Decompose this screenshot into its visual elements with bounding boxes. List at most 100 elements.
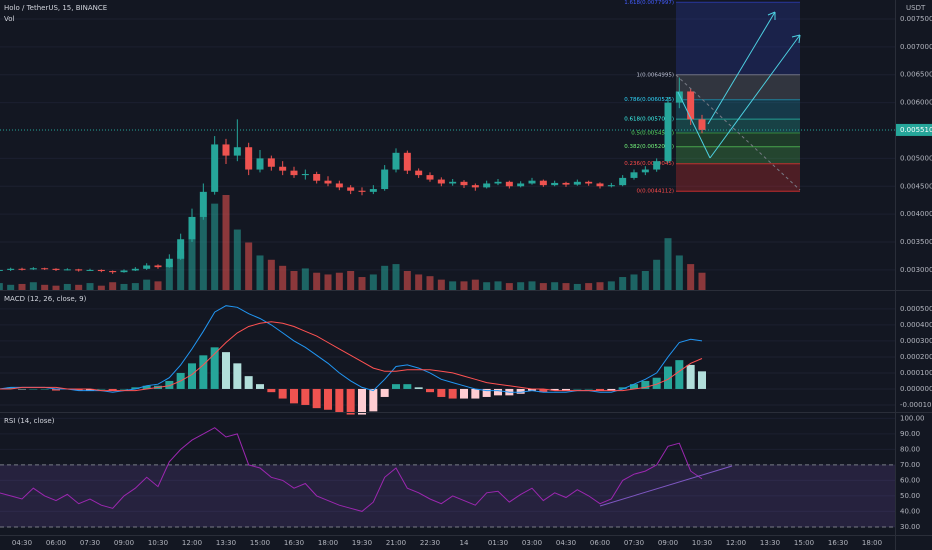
- candle-body: [437, 179, 445, 184]
- volume-bar: [517, 282, 525, 290]
- arrow-head: [767, 11, 776, 20]
- macd-histogram-bar: [74, 388, 83, 391]
- macd-histogram-bar: [18, 388, 26, 390]
- macd-histogram-bar: [562, 388, 570, 391]
- volume-bar: [596, 282, 604, 290]
- macd-histogram-bar: [233, 363, 242, 389]
- volume-label: Vol: [4, 15, 15, 23]
- candle-body: [86, 269, 94, 271]
- volume-bar: [154, 281, 162, 290]
- macd-histogram-bar: [426, 388, 434, 393]
- volume-bar: [52, 285, 60, 290]
- fib-label: 0.236(0.0049045): [624, 161, 674, 167]
- candle-body: [222, 144, 230, 156]
- volume-bar: [279, 265, 287, 290]
- candle-body: [551, 182, 559, 186]
- candle-body: [539, 180, 547, 186]
- macd-histogram-bar: [324, 388, 332, 410]
- symbol-title[interactable]: Holo / TetherUS, 15, BINANCE: [4, 4, 107, 12]
- volume-bar: [188, 238, 196, 290]
- volume-bar: [256, 255, 264, 290]
- rsi-trend-line: [599, 465, 733, 507]
- fib-zone: [676, 146, 800, 164]
- candle-body: [256, 158, 264, 170]
- macd-histogram-bar: [630, 384, 638, 389]
- candle-body: [392, 152, 400, 170]
- macd-histogram-bar: [380, 388, 389, 397]
- candle-body: [120, 270, 128, 273]
- candle-body: [381, 169, 389, 190]
- candle-body: [675, 91, 683, 103]
- x-tick-label: 18:00: [862, 539, 882, 547]
- volume-bar: [199, 216, 207, 290]
- macd-histogram-bar: [471, 388, 480, 399]
- x-tick-label: 07:30: [80, 539, 100, 547]
- candle-body: [143, 265, 151, 269]
- volume-bar: [494, 281, 502, 290]
- candle-body: [211, 144, 219, 192]
- macd-histogram-bar: [437, 388, 446, 397]
- macd-histogram-bar: [403, 384, 412, 389]
- candle-body: [267, 158, 275, 167]
- volume-bar: [290, 271, 298, 290]
- rsi-band: [0, 464, 895, 527]
- candle-body: [483, 183, 491, 188]
- volume-bar: [471, 279, 479, 290]
- volume-bar: [460, 281, 468, 290]
- fib-zone: [676, 163, 800, 192]
- candle-body: [301, 174, 309, 176]
- macd-histogram-bar: [346, 388, 355, 415]
- volume-bar: [63, 283, 71, 290]
- macd-histogram-bar: [120, 388, 128, 390]
- macd-histogram-bar: [40, 388, 49, 390]
- macd-histogram-bar: [686, 364, 695, 389]
- x-tick-label: 16:30: [284, 539, 304, 547]
- candle-body: [97, 269, 105, 272]
- candle-body: [313, 174, 321, 181]
- macd-histogram-bar: [267, 388, 276, 393]
- macd-histogram-bar: [256, 384, 264, 389]
- x-tick-label: 14: [460, 539, 469, 547]
- macd-histogram-bar: [573, 388, 582, 390]
- x-tick-label: 10:30: [692, 539, 712, 547]
- candle-body: [460, 181, 468, 186]
- candle-body: [698, 119, 706, 130]
- macd-histogram-bar: [210, 347, 219, 389]
- candle-body: [177, 239, 185, 259]
- x-tick-label: 18:00: [318, 539, 338, 547]
- fib-label: 0.786(0.0060525): [624, 97, 674, 103]
- rsi-title[interactable]: RSI (14, close): [4, 417, 55, 425]
- volume-bar: [619, 277, 627, 290]
- candle-body: [573, 181, 581, 185]
- macd-histogram-bar: [550, 388, 559, 391]
- signal-line: [0, 321, 703, 392]
- volume-bar: [381, 265, 389, 290]
- x-tick-label: 15:00: [794, 539, 814, 547]
- volume-bar: [562, 283, 570, 290]
- volume-bar: [143, 279, 151, 290]
- volume-bar: [687, 264, 695, 290]
- x-tick-label: 22:30: [420, 539, 440, 547]
- y-tick-label: 50.00: [900, 492, 920, 500]
- volume-bar: [403, 271, 411, 290]
- macd-title[interactable]: MACD (12, 26, close, 9): [4, 295, 87, 303]
- x-tick-label: 04:30: [12, 539, 32, 547]
- candle-body: [245, 147, 253, 170]
- projection-arrow: [707, 11, 776, 125]
- x-tick-label: 04:30: [556, 539, 576, 547]
- macd-histogram-bar: [392, 384, 400, 389]
- macd-histogram-bar: [652, 377, 661, 389]
- candle-body: [233, 147, 241, 156]
- volume-bar: [392, 264, 400, 290]
- volume-bar: [177, 251, 185, 290]
- y-tick-label: 90.00: [900, 430, 920, 438]
- volume-bar: [641, 271, 649, 290]
- candle-body: [75, 269, 83, 271]
- volume-bar: [426, 276, 434, 290]
